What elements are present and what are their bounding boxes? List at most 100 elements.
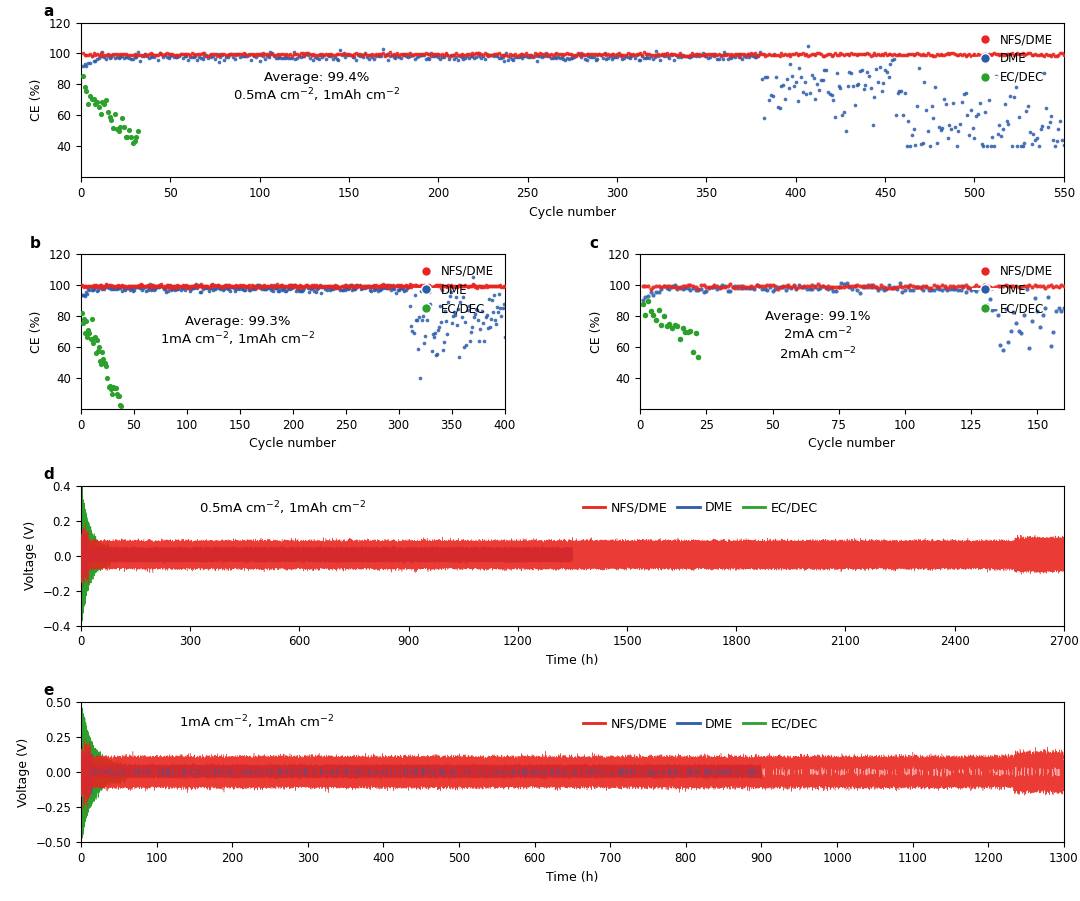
Point: [213, 279, 230, 294]
Point: [421, 278, 438, 293]
Point: [410, 279, 428, 294]
Point: [613, 51, 631, 66]
Point: [116, 281, 133, 296]
Point: [99, 46, 117, 60]
Point: [81, 278, 98, 293]
Point: [698, 279, 715, 294]
Point: [484, 48, 501, 62]
Point: [377, 281, 394, 296]
Point: [864, 278, 881, 293]
Point: [436, 278, 454, 293]
Point: [822, 279, 839, 294]
Point: [822, 280, 839, 295]
Point: [199, 49, 216, 63]
Point: [877, 62, 894, 77]
Point: [179, 53, 197, 68]
Point: [391, 278, 408, 293]
Point: [681, 48, 699, 62]
Point: [483, 278, 500, 293]
Point: [411, 279, 429, 294]
Point: [175, 279, 192, 294]
Point: [149, 48, 166, 62]
Point: [370, 280, 388, 295]
Point: [669, 280, 686, 295]
Point: [838, 277, 855, 291]
Point: [447, 280, 464, 295]
Point: [897, 48, 915, 62]
Point: [325, 279, 342, 294]
Point: [748, 278, 766, 292]
Point: [948, 48, 966, 62]
Point: [771, 100, 788, 114]
Point: [924, 49, 942, 63]
Point: [369, 48, 387, 62]
Point: [282, 279, 299, 294]
Point: [558, 50, 576, 65]
Point: [400, 280, 417, 295]
Point: [323, 281, 340, 296]
Point: [288, 278, 306, 293]
Point: [174, 280, 191, 295]
Point: [214, 278, 231, 293]
Point: [272, 279, 289, 294]
Point: [187, 278, 204, 293]
Point: [931, 280, 948, 295]
Point: [465, 51, 483, 66]
Point: [162, 279, 179, 294]
Point: [853, 63, 870, 77]
Point: [429, 278, 446, 293]
Point: [996, 48, 1013, 62]
Point: [239, 49, 256, 63]
Point: [867, 61, 885, 76]
Point: [181, 279, 199, 294]
Point: [640, 50, 658, 65]
Point: [352, 279, 369, 294]
Point: [424, 327, 442, 341]
Point: [380, 281, 397, 296]
Point: [981, 93, 998, 107]
Point: [889, 48, 906, 62]
Point: [962, 103, 980, 117]
Point: [441, 49, 458, 63]
Point: [684, 46, 701, 60]
Point: [285, 45, 302, 59]
Point: [432, 280, 449, 295]
Point: [162, 283, 179, 297]
Point: [179, 47, 197, 61]
Point: [771, 49, 788, 63]
Point: [365, 278, 382, 293]
Point: [1053, 46, 1070, 60]
Point: [811, 281, 828, 296]
Point: [727, 47, 744, 61]
Point: [700, 47, 717, 61]
Point: [224, 280, 241, 295]
Point: [179, 278, 197, 293]
Point: [282, 47, 299, 61]
Point: [291, 49, 308, 63]
Point: [253, 47, 270, 61]
Point: [861, 68, 878, 83]
Point: [769, 279, 786, 294]
Point: [303, 278, 321, 292]
Point: [122, 51, 139, 66]
Point: [83, 283, 100, 297]
Point: [873, 47, 890, 61]
Point: [127, 48, 145, 62]
Point: [411, 47, 429, 61]
Point: [253, 279, 270, 294]
Point: [501, 47, 518, 61]
Point: [962, 281, 980, 296]
Point: [396, 278, 414, 293]
Point: [279, 282, 296, 296]
Point: [463, 49, 481, 63]
Point: [117, 130, 134, 144]
Point: [616, 48, 633, 62]
Point: [907, 138, 924, 152]
Point: [113, 111, 131, 125]
Point: [1048, 304, 1065, 318]
Point: [490, 50, 508, 65]
Point: [782, 49, 799, 63]
Point: [435, 279, 453, 294]
Point: [816, 280, 834, 295]
Point: [387, 48, 404, 62]
